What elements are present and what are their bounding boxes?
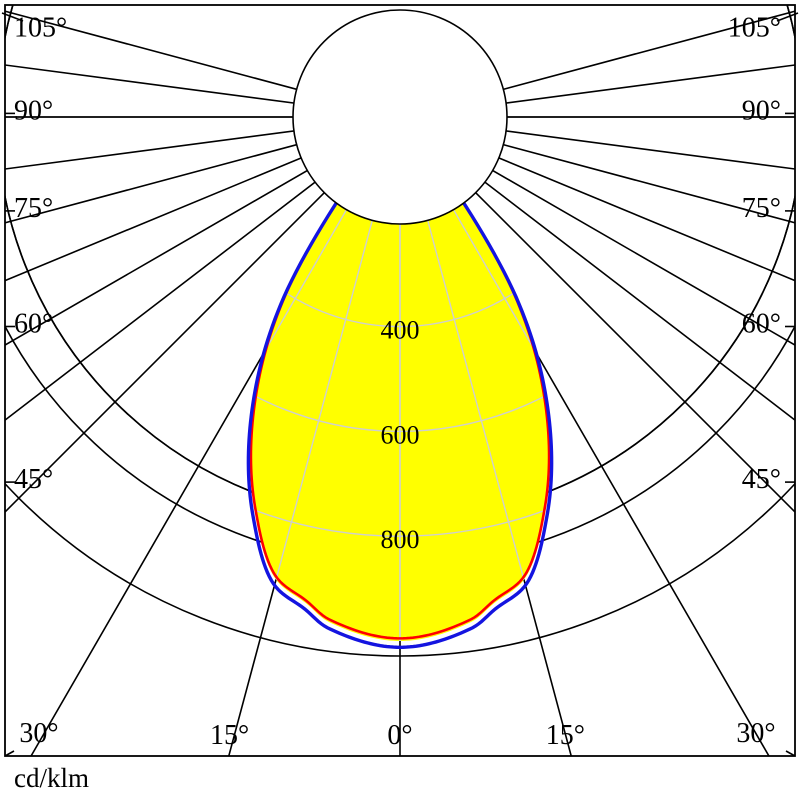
svg-text:90°: 90° (14, 95, 53, 126)
svg-text:15°: 15° (546, 720, 585, 751)
svg-text:105°: 105° (728, 12, 781, 43)
svg-text:45°: 45° (742, 464, 781, 495)
svg-text:45°: 45° (14, 464, 53, 495)
svg-text:75°: 75° (742, 193, 781, 224)
svg-text:30°: 30° (19, 718, 58, 749)
svg-text:60°: 60° (14, 309, 53, 340)
svg-text:30°: 30° (736, 718, 775, 749)
svg-text:60°: 60° (742, 309, 781, 340)
svg-text:75°: 75° (14, 193, 53, 224)
svg-text:90°: 90° (742, 95, 781, 126)
svg-text:105°: 105° (14, 12, 67, 43)
svg-text:cd/klm: cd/klm (14, 763, 89, 793)
svg-text:600: 600 (381, 420, 420, 449)
svg-text:0°: 0° (387, 720, 412, 751)
svg-text:400: 400 (381, 316, 420, 345)
svg-text:800: 800 (381, 525, 420, 554)
svg-text:15°: 15° (210, 720, 249, 751)
